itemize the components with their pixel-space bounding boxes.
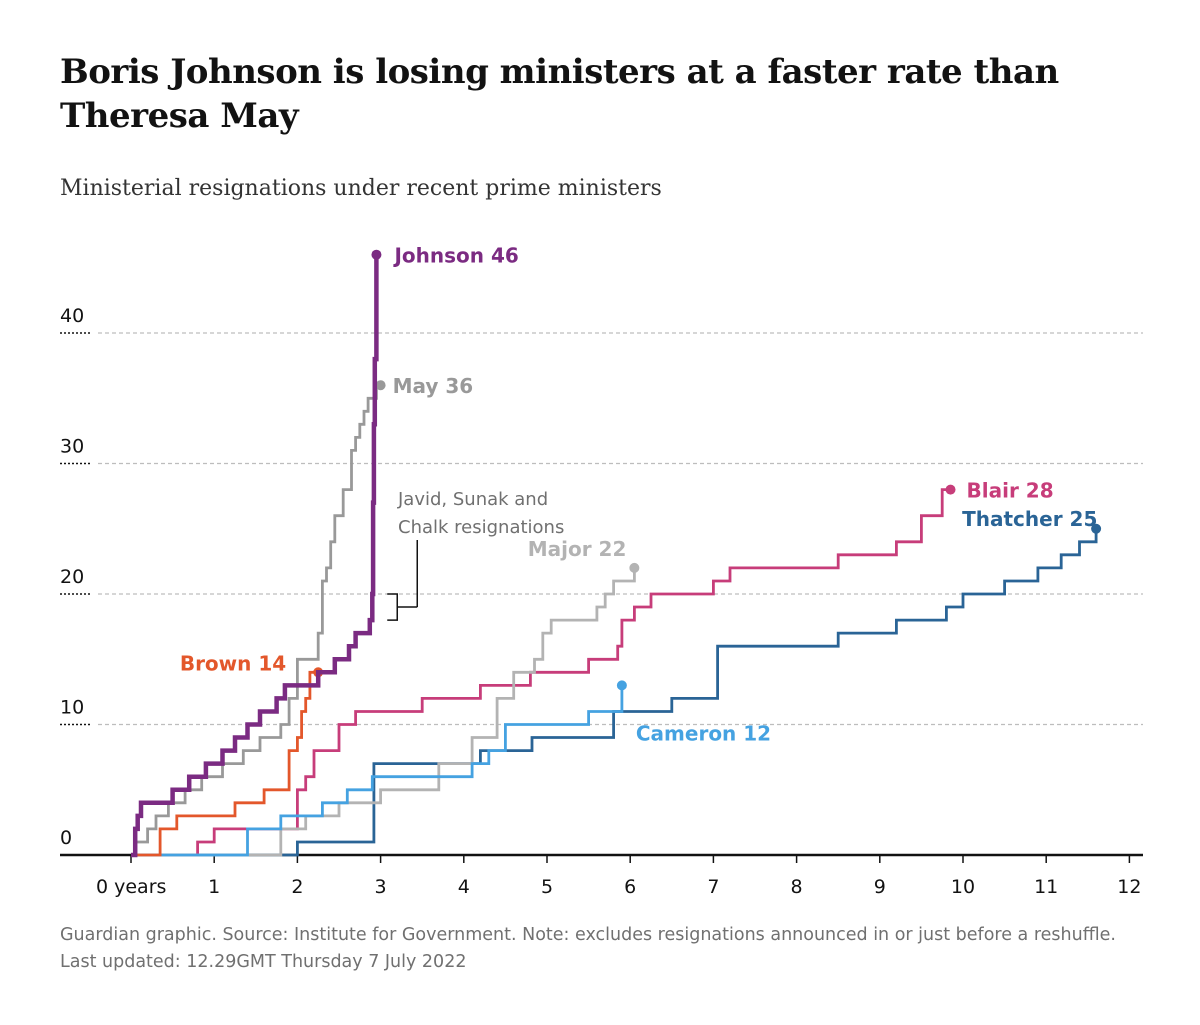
footnote: Guardian graphic. Source: Institute for … bbox=[60, 925, 1116, 972]
x-tick-label-7: 7 bbox=[707, 876, 719, 898]
series-end-dot-johnson bbox=[371, 249, 382, 260]
x-tick-label-11: 11 bbox=[1034, 876, 1058, 898]
series-line-thatcher bbox=[131, 528, 1098, 857]
series-end-dot-blair bbox=[945, 484, 956, 495]
series-label-thatcher: Thatcher 25 bbox=[962, 507, 1097, 531]
x-tick-label-12: 12 bbox=[1117, 876, 1141, 898]
series-label-brown: Brown 14 bbox=[180, 651, 286, 675]
x-tick-label-9: 9 bbox=[874, 876, 886, 898]
y-tick-label-30: 30 bbox=[60, 436, 84, 458]
series-label-johnson: Johnson 46 bbox=[392, 244, 518, 268]
series-label-major: Major 22 bbox=[528, 537, 627, 561]
chart-subtitle: Ministerial resignations under recent pr… bbox=[60, 176, 662, 201]
series-label-blair: Blair 28 bbox=[967, 479, 1054, 503]
series-end-dot-cameron bbox=[616, 680, 627, 691]
x-tick-label-2: 2 bbox=[291, 876, 303, 898]
x-tick-label-4: 4 bbox=[458, 876, 470, 898]
series-line-blair bbox=[131, 488, 951, 857]
series-end-dot-may bbox=[375, 380, 386, 391]
chart-title: Boris Johnson is losing ministers at a f… bbox=[60, 52, 1059, 136]
x-tick-label-6: 6 bbox=[624, 876, 636, 898]
y-tick-label-10: 10 bbox=[60, 697, 84, 719]
y-tick-label-40: 40 bbox=[60, 305, 84, 327]
series-line-johnson bbox=[131, 254, 379, 858]
x-tick-label-5: 5 bbox=[541, 876, 553, 898]
annotation-text-line-1: Javid, Sunak and bbox=[397, 489, 548, 510]
x-tick-label-10: 10 bbox=[951, 876, 975, 898]
y-tick-label-0: 0 bbox=[60, 827, 72, 849]
x-tick-label-1: 1 bbox=[208, 876, 220, 898]
series-label-may: May 36 bbox=[393, 374, 474, 398]
x-tick-label-0: 0 years bbox=[96, 876, 166, 898]
series-line-brown bbox=[131, 670, 319, 857]
series-line-may bbox=[131, 383, 381, 857]
x-tick-label-3: 3 bbox=[375, 876, 387, 898]
series-line-cameron bbox=[131, 685, 624, 857]
series-end-dot-thatcher bbox=[1091, 523, 1102, 534]
series-label-cameron: Cameron 12 bbox=[636, 721, 771, 745]
series-end-dot-major bbox=[629, 562, 640, 573]
y-tick-label-20: 20 bbox=[60, 566, 84, 588]
x-tick-label-8: 8 bbox=[791, 876, 803, 898]
annotation-text-line-2: Chalk resignations bbox=[398, 517, 564, 538]
annotation-bracket bbox=[387, 593, 398, 621]
